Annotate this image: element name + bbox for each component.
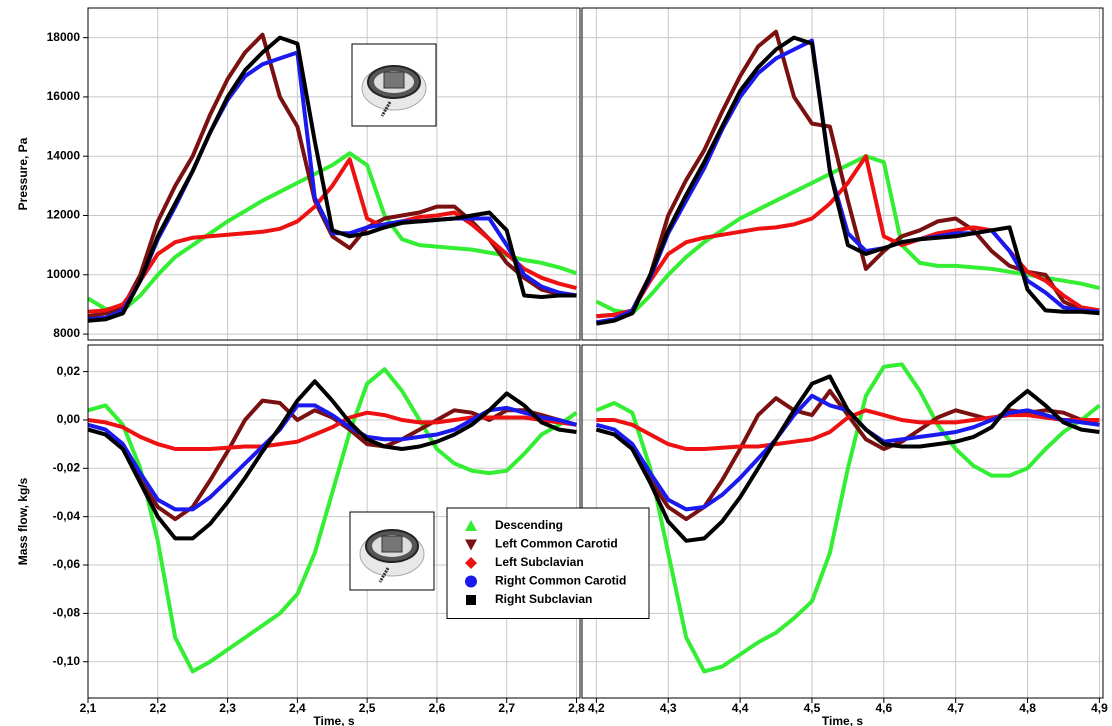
x-tick-label: 2,4 [289,701,306,715]
y-tick-label: 0,02 [57,364,81,378]
x-tick-label: 2,3 [219,701,236,715]
y-tick-label: -0,04 [53,509,81,523]
x-tick-label: 2,5 [359,701,376,715]
x-axis-label: Time, s [822,714,863,726]
legend-label: Right Common Carotid [495,574,626,588]
y-tick-label: 8000 [53,326,80,340]
device-icon [350,512,434,590]
legend-label: Right Subclavian [495,592,592,606]
x-tick-label: 4,8 [1019,701,1036,715]
x-tick-label: 4,7 [947,701,964,715]
x-tick-label: 4,3 [660,701,677,715]
device-icon [352,44,436,126]
x-tick-label: 4,2 [588,701,605,715]
y-tick-label: 16000 [47,89,81,103]
y-tick-label: -0,06 [53,557,81,571]
legend-label: Left Common Carotid [495,537,618,551]
x-tick-label: 2,6 [429,701,446,715]
y-tick-label: 14000 [47,148,81,162]
y-tick-label: -0,02 [53,460,81,474]
y-tick-label: 10000 [47,267,81,281]
legend-marker [465,576,477,588]
y-axis-label: Pressure, Pa [16,137,30,210]
x-tick-label: 2,7 [498,701,515,715]
x-tick-label: 2,2 [149,701,166,715]
x-axis-label: Time, s [313,714,354,726]
legend-label: Left Subclavian [495,555,584,569]
y-tick-label: -0,10 [53,654,81,668]
x-tick-label: 4,9 [1091,701,1108,715]
y-tick-label: 18000 [47,30,81,44]
x-tick-label: 2,1 [80,701,97,715]
x-tick-label: 4,4 [732,701,749,715]
legend: Descending Left Common Carotid Left Subcla… [447,508,649,619]
plot-area [88,8,580,340]
legend-label: Descending [495,518,563,532]
y-axis-label: Mass flow, kg/s [16,477,30,565]
y-tick-label: 0,00 [57,412,81,426]
x-tick-label: 4,5 [804,701,821,715]
y-tick-label: -0,08 [53,606,81,620]
y-tick-label: 12000 [47,208,81,222]
chart: 8000 10000 12000 14000 16000 18000 Pressure, P… [0,0,1112,726]
legend-marker [466,595,476,605]
x-tick-label: 4,6 [875,701,892,715]
x-tick-label: 2,8 [568,701,585,715]
